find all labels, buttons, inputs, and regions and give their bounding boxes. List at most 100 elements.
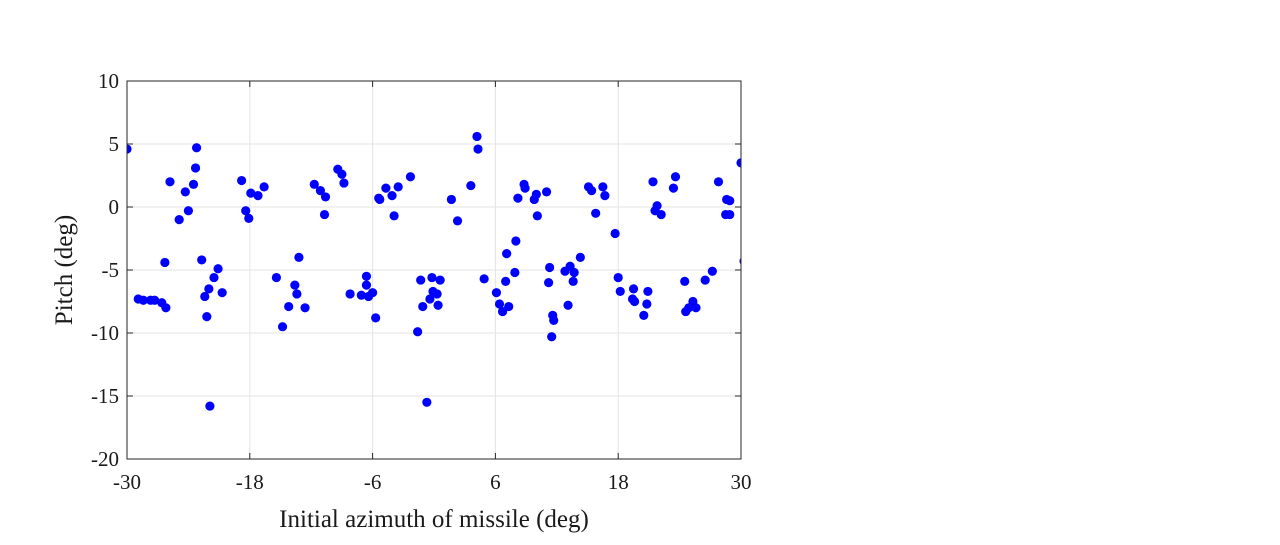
data-point [432,289,442,299]
data-point [127,144,132,154]
data-point [639,310,649,320]
data-point [491,288,502,298]
y-tick-label: -15 [91,384,119,408]
y-tick-label: -10 [91,321,119,345]
data-point [422,397,432,407]
ticks-layer [126,80,742,460]
data-point [758,279,767,288]
data-point [610,228,620,239]
data-point [613,272,623,283]
y-tick-label: 10 [98,69,119,93]
data-point [320,192,331,202]
data-point [520,183,530,193]
data-point [405,172,416,182]
data-point [598,182,608,192]
data-point [600,191,610,201]
data-point [586,186,597,196]
data-point [446,194,456,205]
data-point [309,179,319,189]
data-point [375,194,385,205]
data-point [433,300,443,310]
data-point [656,209,666,220]
data-point [418,301,428,312]
data-point [271,272,282,283]
data-point [188,179,199,189]
data-point [549,315,559,325]
data-point [545,262,555,273]
data-point [435,275,445,285]
data-point [246,188,256,198]
data-point [427,272,437,283]
data-point [190,163,201,173]
data-point [751,286,760,295]
data-point [300,303,310,313]
data-point [339,178,349,188]
data-point [541,187,552,197]
data-point [563,300,573,310]
data-point [494,299,505,309]
data-point [670,172,681,182]
y-tick-label: -20 [91,447,119,471]
data-point [763,310,772,319]
data-point [501,276,511,286]
data-point [160,257,170,268]
data-point [736,158,741,168]
data-point [174,215,184,225]
data-point [290,280,300,290]
data-point [389,211,399,221]
data-point [748,293,757,302]
data-point [643,286,653,297]
y-tick-label: -5 [102,258,120,282]
data-point [213,264,223,274]
data-point [497,306,508,317]
data-point [237,175,247,186]
data-point [259,182,269,192]
x-tick-label: -30 [113,470,141,494]
data-point [150,295,160,305]
data-point [691,303,701,313]
y-tick-label: 5 [109,132,120,156]
data-point [413,327,423,337]
data-point [202,312,212,322]
data-point [209,272,219,283]
x-tick-label: 18 [608,470,629,494]
data-point [284,301,294,312]
data-point [361,271,372,281]
data-point [502,249,512,259]
data-point [356,290,366,300]
data-point [591,208,601,218]
x-tick-label: -6 [364,470,382,494]
data-point [568,276,578,286]
data-point [615,286,625,297]
data-point [204,284,214,294]
data-point [191,143,202,153]
data-point [569,267,579,278]
data-point [751,297,760,306]
data-point [393,182,403,192]
data-point [337,169,347,179]
data-point [547,332,557,342]
data-point [197,255,207,265]
data-point [479,274,489,284]
data-point [165,177,175,187]
x-tick-label: 6 [490,470,501,494]
data-point [361,280,372,290]
data-point [381,183,391,193]
tick-labels-layer: -30 -18 -6 6 18 30 10 5 0 -5 -10 -15 -20 [91,69,752,494]
x-tick-label: 30 [731,470,752,494]
data-point [725,209,735,220]
data-point [371,313,381,323]
x-axis-label: Initial azimuth of missile (deg) [279,506,589,533]
data-point [531,189,541,199]
data-point [746,286,755,295]
data-point [180,187,190,197]
data-point [253,191,263,201]
points-layer [127,131,772,411]
data-point [183,206,193,216]
data-point [680,276,690,286]
data-point [368,288,378,298]
data-point [760,308,769,317]
data-point [532,211,542,221]
data-point [200,291,210,302]
